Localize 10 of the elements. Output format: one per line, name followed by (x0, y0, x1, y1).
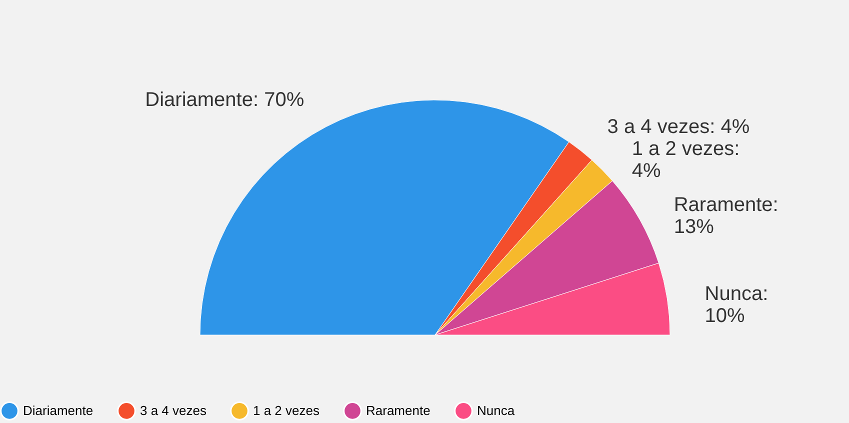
data-label: Nunca: 10% (704, 282, 768, 327)
legend-label: Nunca (477, 402, 516, 418)
legend-label: Diariamente (23, 402, 94, 418)
data-label: 1 a 2 vezes: 4% (632, 138, 740, 182)
data-label: Diariamente: 70% (145, 89, 304, 112)
data-label: 3 a 4 vezes: 4% (607, 116, 750, 138)
legend-label: 1 a 2 vezes (253, 402, 320, 418)
data-label: Raramente: 13% (674, 194, 778, 238)
legend-label: Raramente (366, 402, 430, 418)
legend-label: 3 a 4 vezes (140, 402, 207, 418)
